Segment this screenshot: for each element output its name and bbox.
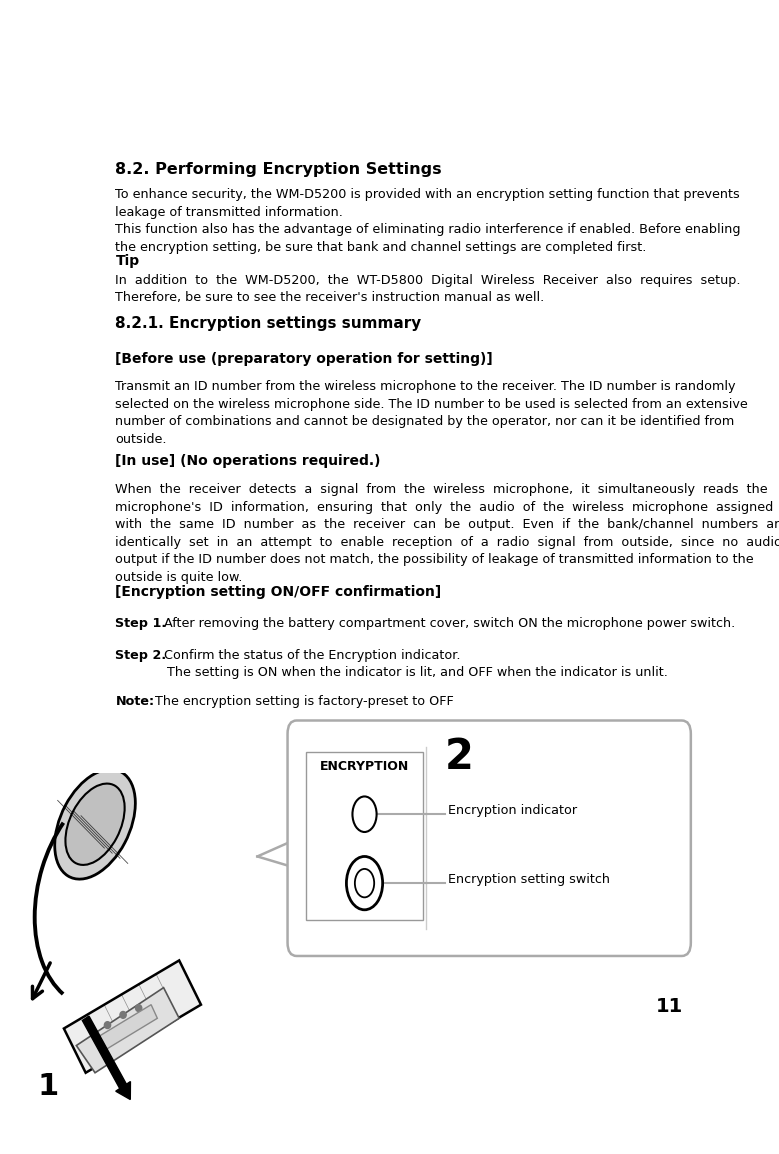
FancyArrow shape	[83, 1017, 130, 1100]
Text: Step 2.: Step 2.	[115, 650, 167, 662]
Text: After removing the battery compartment cover, switch ON the microphone power swi: After removing the battery compartment c…	[160, 616, 735, 630]
Text: To enhance security, the WM-D5200 is provided with an encryption setting functio: To enhance security, the WM-D5200 is pro…	[115, 188, 741, 254]
Text: 8.2.1. Encryption settings summary: 8.2.1. Encryption settings summary	[115, 316, 421, 331]
Text: 11: 11	[656, 997, 683, 1017]
Circle shape	[347, 856, 382, 909]
Circle shape	[352, 796, 376, 832]
Text: [In use] (No operations required.): [In use] (No operations required.)	[115, 454, 381, 467]
Text: Encryption setting switch: Encryption setting switch	[447, 874, 609, 886]
Text: ENCRYPTION: ENCRYPTION	[320, 760, 409, 773]
Text: 2: 2	[445, 735, 474, 778]
Ellipse shape	[65, 784, 125, 864]
Text: When  the  receiver  detects  a  signal  from  the  wireless  microphone,  it  s: When the receiver detects a signal from …	[115, 484, 779, 584]
Text: Tip: Tip	[115, 254, 139, 268]
FancyBboxPatch shape	[287, 720, 691, 956]
Text: [Before use (preparatory operation for setting)]: [Before use (preparatory operation for s…	[115, 352, 493, 366]
Text: 1: 1	[37, 1072, 59, 1101]
Bar	[305, 751, 424, 921]
Text: [Encryption setting ON/OFF confirmation]: [Encryption setting ON/OFF confirmation]	[115, 585, 442, 599]
Text: The setting is ON when the indicator is lit, and OFF when the indicator is unlit: The setting is ON when the indicator is …	[167, 666, 668, 680]
Circle shape	[355, 869, 374, 898]
Polygon shape	[95, 1005, 157, 1052]
Circle shape	[120, 1011, 126, 1018]
Polygon shape	[76, 988, 179, 1073]
Text: Note:: Note:	[115, 695, 154, 707]
Polygon shape	[64, 960, 201, 1073]
Text: 8.2. Performing Encryption Settings: 8.2. Performing Encryption Settings	[115, 162, 442, 177]
Text: Transmit an ID number from the wireless microphone to the receiver. The ID numbe: Transmit an ID number from the wireless …	[115, 380, 749, 445]
Text: The encryption setting is factory-preset to OFF: The encryption setting is factory-preset…	[150, 695, 453, 707]
Text: Encryption indicator: Encryption indicator	[447, 804, 576, 817]
Text: Step 1.: Step 1.	[115, 616, 167, 630]
Text: Confirm the status of the Encryption indicator.: Confirm the status of the Encryption ind…	[160, 650, 460, 662]
Circle shape	[136, 1005, 142, 1011]
Text: In  addition  to  the  WM-D5200,  the  WT-D5800  Digital  Wireless  Receiver  al: In addition to the WM-D5200, the WT-D580…	[115, 273, 741, 304]
Ellipse shape	[55, 770, 136, 879]
Circle shape	[104, 1021, 111, 1028]
